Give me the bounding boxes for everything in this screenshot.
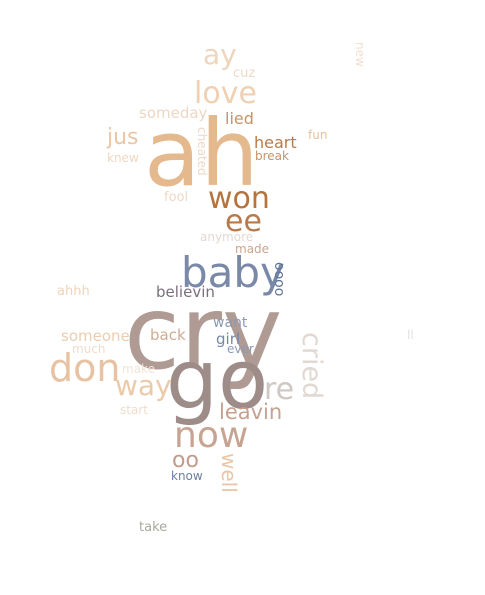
word-make: make [122, 362, 155, 376]
word-new: new [353, 42, 367, 67]
word-want: want [213, 315, 248, 331]
word-back: back [150, 326, 186, 344]
word-fun: fun [308, 128, 328, 142]
word-cried: cried [296, 332, 327, 400]
word-ahhh: ahhh [57, 284, 90, 299]
word-ll: ll [407, 328, 414, 342]
word-take: take [139, 520, 168, 535]
word-oooo: oooo [271, 262, 287, 297]
word-way: way [115, 369, 172, 402]
word-ever: ever [227, 342, 254, 356]
word-leavin: leavin [219, 400, 283, 424]
word-ay: ay [203, 38, 237, 71]
word-baby: baby [181, 248, 285, 297]
word-love: love [194, 76, 257, 111]
word-re: re [264, 372, 295, 407]
word-much: much [72, 342, 106, 356]
word-ee: ee [225, 204, 262, 239]
word-don: don [49, 346, 121, 390]
word-oo: oo [172, 448, 199, 473]
word-lied: lied [225, 109, 254, 128]
word-fool: fool [164, 190, 189, 205]
word-knew: knew [107, 151, 139, 165]
word-break: break [255, 149, 289, 163]
word-now: now [174, 415, 249, 456]
word-heart: heart [254, 133, 297, 152]
word-well: well [217, 453, 241, 493]
word-made: made [235, 242, 270, 256]
word-jus: jus [107, 125, 139, 150]
word-someone: someone [61, 327, 130, 345]
word-girl: girl [216, 330, 241, 348]
word-go: go [166, 333, 269, 428]
word-start: start [120, 403, 148, 417]
word-believin: believin [156, 283, 215, 301]
word-ah: ah [144, 100, 259, 207]
word-cry: cry [124, 274, 283, 393]
word-cuz: cuz [233, 66, 256, 81]
word-someday: someday [139, 104, 208, 122]
word-know: know [171, 469, 203, 483]
word-cheated: cheated [195, 127, 209, 176]
word-anymore: anymore [200, 230, 254, 244]
word-won: won [208, 181, 270, 216]
